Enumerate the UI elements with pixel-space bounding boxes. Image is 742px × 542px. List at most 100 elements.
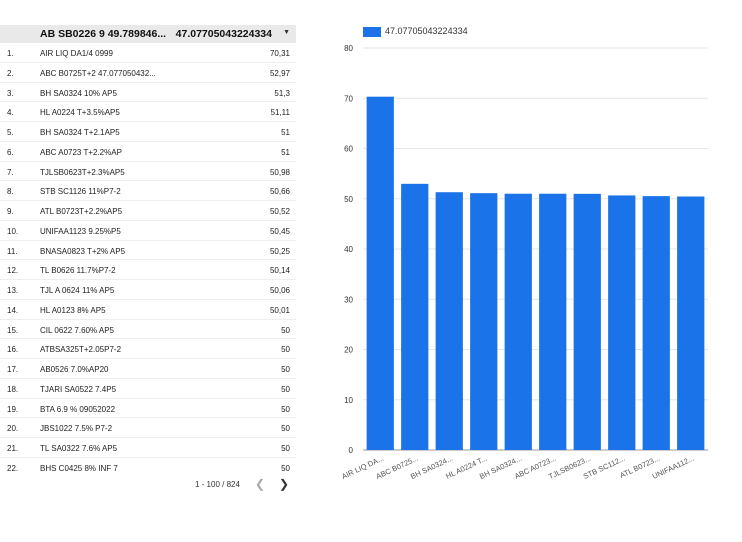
bar[interactable] bbox=[539, 193, 567, 450]
row-value: 50 bbox=[281, 384, 290, 394]
row-value: 50 bbox=[281, 424, 290, 434]
row-value: 70,31 bbox=[269, 49, 290, 58]
y-tick-label: 50 bbox=[344, 195, 353, 204]
y-tick-label: 30 bbox=[344, 295, 353, 304]
table-row[interactable]: 2. ABC B0725T+2 47.077050432... 52,97 bbox=[0, 63, 296, 83]
chart-legend[interactable]: 47.07705043224334 bbox=[363, 26, 468, 37]
row-index: 21. bbox=[7, 444, 19, 453]
row-name: BH SA0324 T+2.1AP5 bbox=[40, 128, 120, 137]
bar-chart: 47.07705043224334 0 10 20 30 40 50 60 70 80 AIR L… bbox=[330, 20, 730, 500]
row-index: 8. bbox=[7, 187, 14, 197]
row-name: AIR LIQ DA1/4 0999 bbox=[40, 49, 113, 58]
table-row[interactable]: 8. STB SC1126 11%P7-2 50,66 bbox=[0, 181, 296, 201]
row-name: BHS C0425 8% INF 7 bbox=[40, 463, 118, 473]
y-tick-label: 60 bbox=[344, 145, 353, 154]
row-name: ATL B0723T+2.2%AP5 bbox=[40, 207, 123, 216]
column-header-value[interactable]: 47.07705043224334 bbox=[175, 28, 272, 40]
chevron-right-icon[interactable]: ❯ bbox=[279, 477, 290, 491]
table-row[interactable]: 18. TJARI SA0522 7.4P5 50 bbox=[0, 379, 296, 399]
row-index: 7. bbox=[7, 167, 14, 177]
row-name: BH SA0324 10% AP5 bbox=[40, 88, 117, 98]
y-tick-label: 80 bbox=[344, 44, 353, 53]
row-name: ATBSA325T+2.05P7-2 bbox=[40, 345, 122, 355]
table-row[interactable]: 4. HL A0224 T+3.5%AP5 51,11 bbox=[0, 102, 296, 122]
row-name: ABC B0725T+2 47.077050432... bbox=[40, 68, 156, 78]
row-index: 17. bbox=[7, 365, 19, 374]
table-row[interactable]: 21. TL SA0322 7.6% AP5 50 bbox=[0, 438, 296, 458]
chevron-left-icon[interactable]: ❮ bbox=[255, 477, 266, 491]
row-name: HL A0123 8% AP5 bbox=[40, 305, 106, 315]
row-name: HL A0224 T+3.5%AP5 bbox=[40, 108, 120, 118]
legend-label: 47.07705043224334 bbox=[385, 26, 468, 36]
row-value: 50 bbox=[281, 404, 290, 414]
row-index: 16. bbox=[7, 345, 19, 355]
table-row[interactable]: 11. BNASA0823 T+2% AP5 50,25 bbox=[0, 241, 296, 261]
row-index: 20. bbox=[7, 424, 19, 434]
table-header: AB SB0226 9 49.789846... 47.077050432243… bbox=[0, 25, 296, 43]
row-index: 1. bbox=[7, 49, 14, 58]
y-tick-label: 0 bbox=[349, 446, 354, 455]
row-index: 10. bbox=[7, 226, 19, 236]
row-index: 3. bbox=[7, 88, 14, 98]
row-name: TJARI SA0522 7.4P5 bbox=[40, 384, 117, 394]
row-name: BNASA0823 T+2% AP5 bbox=[40, 246, 126, 256]
sort-desc-icon[interactable]: ▼ bbox=[283, 29, 290, 36]
table-row[interactable]: 3. BH SA0324 10% AP5 51,3 bbox=[0, 83, 296, 103]
row-index: 4. bbox=[7, 108, 14, 118]
row-value: 50 bbox=[281, 345, 290, 355]
bar[interactable] bbox=[435, 192, 463, 450]
bar[interactable] bbox=[366, 96, 394, 450]
row-value: 51 bbox=[281, 147, 290, 157]
row-value: 50,45 bbox=[269, 226, 290, 236]
table-row[interactable]: 12. TL B0626 11.7%P7-2 50,14 bbox=[0, 260, 296, 280]
row-name: AB0526 7.0%AP20 bbox=[40, 365, 109, 374]
row-index: 12. bbox=[7, 266, 19, 276]
table-row[interactable]: 1. AIR LIQ DA1/4 0999 70,31 bbox=[0, 43, 296, 63]
bar[interactable] bbox=[470, 193, 498, 451]
table-body: 1. AIR LIQ DA1/4 0999 70,31 2. ABC B0725T+2 … bbox=[0, 43, 296, 478]
table-row[interactable]: 15. CIL 0622 7.60% AP5 50 bbox=[0, 320, 296, 340]
row-value: 50 bbox=[281, 463, 290, 473]
row-value: 50 bbox=[281, 365, 290, 374]
row-index: 11. bbox=[7, 246, 18, 256]
row-index: 9. bbox=[7, 207, 14, 216]
table-row[interactable]: 20. JBS1022 7.5% P7-2 50 bbox=[0, 418, 296, 438]
column-header-name[interactable]: AB SB0226 9 49.789846... bbox=[40, 28, 167, 40]
row-value: 50,66 bbox=[269, 187, 290, 197]
table-row[interactable]: 5. BH SA0324 T+2.1AP5 51 bbox=[0, 122, 296, 142]
table-row[interactable]: 17. AB0526 7.0%AP20 50 bbox=[0, 359, 296, 379]
row-name: STB SC1126 11%P7-2 bbox=[40, 187, 121, 197]
table-row[interactable]: 10. UNIFAA1123 9.25%P5 50,45 bbox=[0, 221, 296, 241]
row-value: 50,98 bbox=[269, 167, 290, 177]
row-value: 50,14 bbox=[269, 266, 290, 276]
row-index: 6. bbox=[7, 147, 14, 157]
row-name: TL SA0322 7.6% AP5 bbox=[40, 444, 118, 453]
row-index: 18. bbox=[7, 384, 19, 394]
row-index: 5. bbox=[7, 128, 14, 137]
y-tick-label: 20 bbox=[344, 346, 353, 355]
table-row[interactable]: 22. BHS C0425 8% INF 7 50 bbox=[0, 458, 296, 478]
bar[interactable] bbox=[573, 193, 601, 450]
bar[interactable] bbox=[504, 193, 532, 450]
row-index: 15. bbox=[7, 325, 19, 335]
table-row[interactable]: 6. ABC A0723 T+2.2%AP 51 bbox=[0, 142, 296, 162]
table-row[interactable]: 16. ATBSA325T+2.05P7-2 50 bbox=[0, 339, 296, 359]
table-row[interactable]: 7. TJLSB0623T+2.3%AP5 50,98 bbox=[0, 162, 296, 182]
table-row[interactable]: 19. BTA 6.9 % 09052022 50 bbox=[0, 399, 296, 419]
row-value: 50,06 bbox=[269, 286, 290, 295]
row-value: 50 bbox=[281, 444, 290, 453]
table-row[interactable]: 9. ATL B0723T+2.2%AP5 50,52 bbox=[0, 201, 296, 221]
row-name: JBS1022 7.5% P7-2 bbox=[40, 424, 113, 434]
row-value: 51,3 bbox=[274, 88, 290, 98]
legend-swatch bbox=[363, 26, 381, 37]
row-name: TJLSB0623T+2.3%AP5 bbox=[40, 167, 125, 177]
bar[interactable] bbox=[401, 183, 429, 450]
table-row[interactable]: 14. HL A0123 8% AP5 50,01 bbox=[0, 300, 296, 320]
row-index: 19. bbox=[7, 404, 19, 414]
bar[interactable] bbox=[642, 196, 670, 450]
pagination-range: 1 - 100 / 824 bbox=[195, 480, 240, 489]
table-row[interactable]: 13. TJL A 0624 11% AP5 50,06 bbox=[0, 280, 296, 300]
bar[interactable] bbox=[608, 195, 636, 450]
bar[interactable] bbox=[677, 196, 705, 450]
